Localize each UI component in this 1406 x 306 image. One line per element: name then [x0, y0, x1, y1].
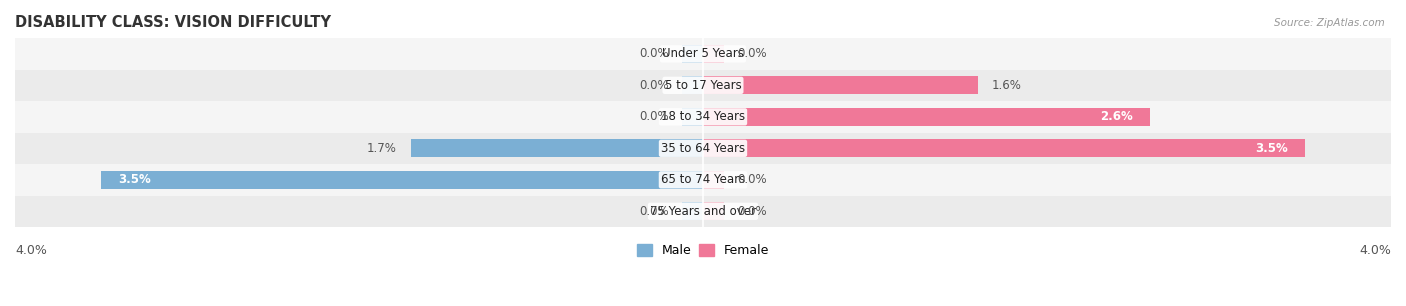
Text: 0.0%: 0.0% [737, 173, 768, 186]
Text: 65 to 74 Years: 65 to 74 Years [661, 173, 745, 186]
Bar [682, 202, 703, 220]
Bar [15, 164, 1391, 196]
Text: 18 to 34 Years: 18 to 34 Years [661, 110, 745, 123]
Text: Under 5 Years: Under 5 Years [662, 47, 744, 60]
Text: 4.0%: 4.0% [15, 244, 46, 257]
Text: 0.0%: 0.0% [638, 79, 669, 92]
Bar [411, 139, 703, 158]
Bar [15, 132, 1391, 164]
Bar [101, 171, 703, 189]
Bar [682, 108, 703, 126]
Text: 0.0%: 0.0% [737, 47, 768, 60]
Bar [703, 139, 1305, 158]
Bar [703, 202, 724, 220]
Text: 0.0%: 0.0% [638, 47, 669, 60]
Text: 5 to 17 Years: 5 to 17 Years [665, 79, 741, 92]
Text: 35 to 64 Years: 35 to 64 Years [661, 142, 745, 155]
Text: DISABILITY CLASS: VISION DIFFICULTY: DISABILITY CLASS: VISION DIFFICULTY [15, 15, 330, 30]
Text: 1.6%: 1.6% [993, 79, 1022, 92]
Text: 0.0%: 0.0% [737, 205, 768, 218]
Bar [15, 38, 1391, 69]
Text: 3.5%: 3.5% [1256, 142, 1288, 155]
Bar [703, 45, 724, 63]
Bar [703, 171, 724, 189]
Legend: Male, Female: Male, Female [631, 239, 775, 262]
Text: 0.0%: 0.0% [638, 110, 669, 123]
Text: 3.5%: 3.5% [118, 173, 150, 186]
Text: 4.0%: 4.0% [1360, 244, 1391, 257]
Bar [15, 196, 1391, 227]
Bar [682, 76, 703, 95]
Text: 1.7%: 1.7% [367, 142, 396, 155]
Text: Source: ZipAtlas.com: Source: ZipAtlas.com [1274, 18, 1385, 28]
Text: 2.6%: 2.6% [1101, 110, 1133, 123]
Bar [15, 101, 1391, 132]
Text: 0.0%: 0.0% [638, 205, 669, 218]
Bar [15, 69, 1391, 101]
Bar [703, 76, 979, 95]
Bar [682, 45, 703, 63]
Text: 75 Years and over: 75 Years and over [650, 205, 756, 218]
Bar [703, 108, 1150, 126]
